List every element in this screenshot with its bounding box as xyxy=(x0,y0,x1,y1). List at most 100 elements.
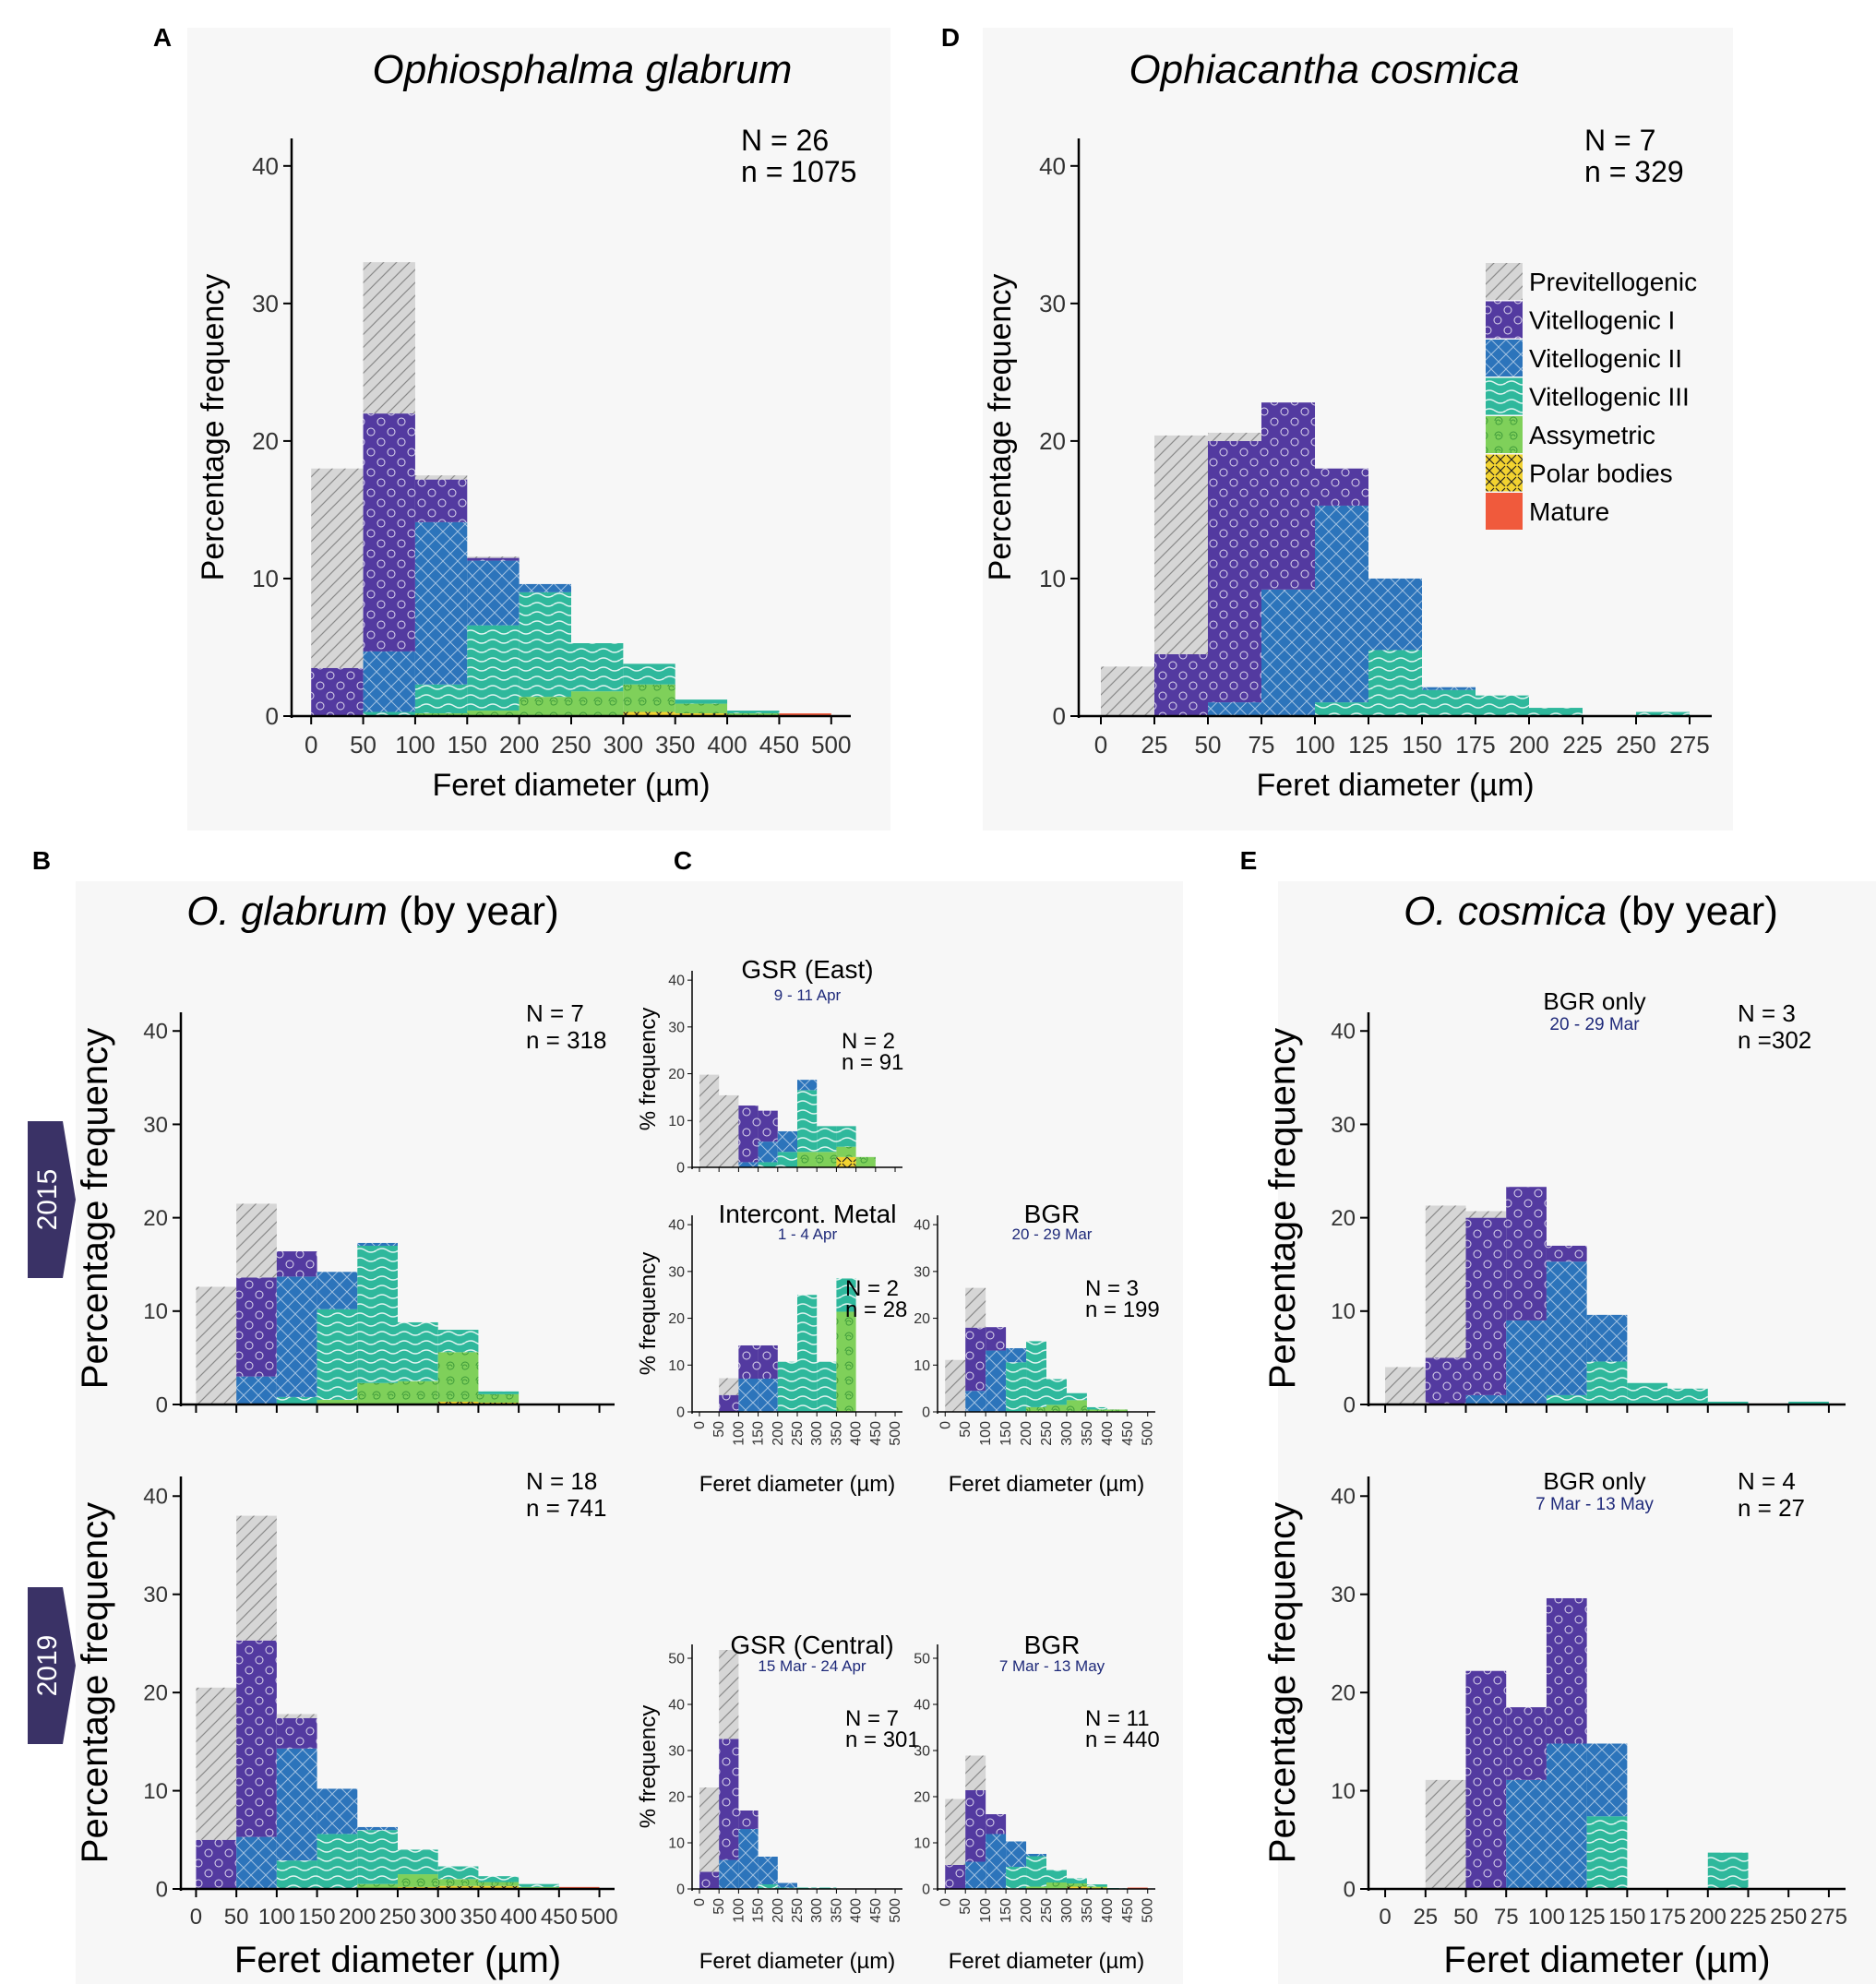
bar-a-2-v2 xyxy=(414,521,468,685)
y-tick-label: 30 xyxy=(668,1264,685,1280)
legend-swatch-polar xyxy=(1486,454,1523,492)
y-tick-label: 50 xyxy=(668,1652,685,1667)
y-tick-label: 10 xyxy=(668,1114,685,1129)
sample-size-label: N = 7 xyxy=(526,999,584,1027)
x-tick-label: 400 xyxy=(1100,1421,1116,1446)
bar-b2-7-v3 xyxy=(478,1876,520,1882)
x-tick-label: 50 xyxy=(711,1898,727,1915)
y-tick-label: 30 xyxy=(668,1020,685,1035)
sample-size-label: n = 28 xyxy=(845,1297,907,1322)
x-tick-label: 100 xyxy=(731,1421,747,1446)
x-tick-label: 250 xyxy=(790,1421,806,1446)
x-tick-label: 200 xyxy=(339,1905,376,1930)
bar-a-7-asym xyxy=(675,703,728,714)
year-2019-arrow: 2019 xyxy=(28,1587,76,1744)
bar-c1-6-asym xyxy=(817,1152,837,1167)
y-tick-label: 0 xyxy=(1344,1392,1356,1417)
legend-label-polar: Polar bodies xyxy=(1529,460,1673,488)
bar-c5-2-v2 xyxy=(986,1834,1007,1889)
bar-d-2-v1 xyxy=(1208,440,1262,703)
bar-d-2-prev xyxy=(1208,432,1262,441)
x-tick-label: 450 xyxy=(868,1898,884,1923)
bar-e1-7-v3 xyxy=(1667,1388,1708,1404)
bar-e2-4-v3 xyxy=(1586,1816,1628,1889)
panel-letter: A xyxy=(153,23,172,52)
chart-subtitle: BGR only xyxy=(1543,987,1645,1015)
bar-c1-7-v3 xyxy=(836,1126,856,1147)
bar-c4-2-v2 xyxy=(738,1829,759,1889)
bar-a-4-asym xyxy=(519,697,571,716)
x-tick-label: 275 xyxy=(1669,731,1709,759)
sample-size-label: n =302 xyxy=(1738,1026,1811,1054)
sample-size-label: n = 329 xyxy=(1584,155,1684,188)
x-tick-label: 400 xyxy=(500,1905,537,1930)
legend-label-v3: Vitellogenic III xyxy=(1529,383,1690,412)
legend-swatch-v1 xyxy=(1486,301,1523,339)
bar-a-6-v3 xyxy=(623,663,675,685)
x-tick-label: 50 xyxy=(958,1898,974,1915)
sample-size-label: N = 18 xyxy=(526,1467,597,1495)
x-tick-label: 250 xyxy=(790,1898,806,1923)
bar-c2-0-prev xyxy=(719,1378,739,1395)
x-tick-label: 75 xyxy=(1249,731,1275,759)
y-axis-label: Percentage frequency xyxy=(1262,1502,1303,1863)
legend-label-asym: Assymetric xyxy=(1529,421,1655,449)
legend-label-v2: Vitellogenic II xyxy=(1529,344,1682,373)
y-tick-label: 10 xyxy=(914,1358,930,1374)
y-tick-label: 20 xyxy=(668,1067,685,1082)
bar-c3-1-v1 xyxy=(965,1327,986,1392)
bar-a-3-asym xyxy=(467,711,520,716)
bar-b2-6-v3 xyxy=(437,1866,479,1880)
y-tick-label: 10 xyxy=(252,565,279,592)
bar-b2-7-asym xyxy=(478,1882,520,1886)
y-tick-label: 20 xyxy=(1039,427,1066,455)
panel-letter: D xyxy=(941,23,960,52)
x-tick-label: 250 xyxy=(1039,1898,1055,1923)
y-axis-label: Percentage frequency xyxy=(75,1028,115,1389)
bar-e2-2-v1 xyxy=(1506,1707,1547,1780)
y-axis-label: Percentage frequency xyxy=(983,274,1018,581)
date-range: 15 Mar - 24 Apr xyxy=(758,1657,866,1675)
bar-b1-2-v1 xyxy=(276,1251,317,1277)
bar-c5-3-v3 xyxy=(1006,1867,1027,1889)
bar-b2-7-polar xyxy=(478,1885,520,1889)
bar-c4-0-prev xyxy=(699,1787,720,1872)
year-2015-arrow: 2015 xyxy=(28,1121,76,1278)
bar-b1-7-v3 xyxy=(478,1391,520,1394)
date-range: 20 - 29 Mar xyxy=(1012,1225,1093,1243)
bar-c1-1-prev xyxy=(719,1094,739,1167)
bar-c1-4-v2 xyxy=(777,1130,797,1153)
chart-title: Ophiosphalma glabrum xyxy=(373,47,793,92)
sample-size-label: n = 318 xyxy=(526,1026,606,1054)
bar-a-2-asym xyxy=(414,713,468,716)
x-tick-label: 500 xyxy=(888,1421,903,1446)
y-tick-label: 20 xyxy=(668,1790,685,1806)
x-tick-label: 200 xyxy=(499,731,539,759)
x-tick-label: 350 xyxy=(655,731,695,759)
bar-e1-5-v2 xyxy=(1586,1314,1628,1362)
y-tick-label: 40 xyxy=(1039,152,1066,180)
y-tick-label: 20 xyxy=(914,1311,930,1327)
bar-c5-0-prev xyxy=(945,1799,966,1865)
x-tick-label: 450 xyxy=(868,1421,884,1446)
bar-d-8-v3 xyxy=(1528,708,1583,716)
x-tick-label: 350 xyxy=(1080,1421,1095,1446)
y-tick-label: 20 xyxy=(668,1311,685,1327)
bar-c3-3-v2 xyxy=(1006,1348,1027,1363)
y-tick-label: 40 xyxy=(143,1020,168,1045)
bar-c1-4-v3 xyxy=(777,1152,797,1167)
y-tick-label: 0 xyxy=(676,1405,685,1421)
y-tick-label: 0 xyxy=(156,1392,168,1417)
bar-b1-0-prev xyxy=(196,1286,237,1404)
sample-size-label: N = 26 xyxy=(741,124,829,157)
x-tick-label: 300 xyxy=(1059,1421,1075,1446)
y-tick-label: 30 xyxy=(143,1583,168,1608)
x-tick-label: 300 xyxy=(603,731,643,759)
x-tick-label: 50 xyxy=(224,1905,249,1930)
bar-c3-2-v1 xyxy=(986,1327,1007,1351)
bar-c5-4-v2 xyxy=(1026,1854,1046,1857)
